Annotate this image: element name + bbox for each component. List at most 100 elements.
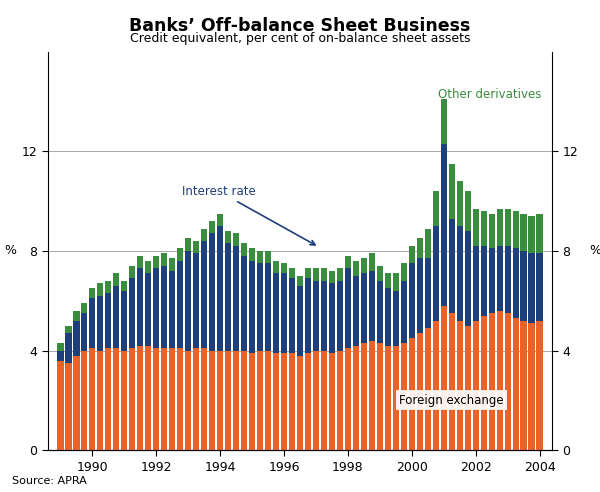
Bar xyxy=(440,144,447,306)
Bar xyxy=(505,209,511,246)
Bar xyxy=(121,281,127,291)
Bar xyxy=(257,263,263,350)
Bar xyxy=(401,281,407,343)
Bar xyxy=(57,361,64,450)
Bar xyxy=(65,363,71,450)
Bar xyxy=(185,251,191,350)
Bar xyxy=(440,306,447,450)
Bar xyxy=(161,348,167,450)
Bar xyxy=(401,263,407,281)
Bar xyxy=(153,348,160,450)
Bar xyxy=(81,303,88,313)
Bar xyxy=(385,274,391,288)
Bar xyxy=(368,340,376,450)
Bar xyxy=(161,253,167,266)
Bar xyxy=(512,248,519,318)
Bar xyxy=(185,350,191,450)
Bar xyxy=(272,274,280,353)
Text: Credit equivalent, per cent of on-balance sheet assets: Credit equivalent, per cent of on-balanc… xyxy=(130,32,470,45)
Text: Banks’ Off-balance Sheet Business: Banks’ Off-balance Sheet Business xyxy=(130,17,470,35)
Bar xyxy=(473,209,479,246)
Bar xyxy=(145,261,151,274)
Bar xyxy=(153,256,160,268)
Bar xyxy=(440,99,447,144)
Bar xyxy=(473,321,479,450)
Bar xyxy=(177,261,184,348)
Bar xyxy=(433,191,439,226)
Bar xyxy=(409,338,415,450)
Bar xyxy=(89,348,95,450)
Bar xyxy=(536,214,543,253)
Bar xyxy=(224,350,232,450)
Bar xyxy=(337,350,343,450)
Bar xyxy=(201,348,208,450)
Bar xyxy=(416,333,423,450)
Bar xyxy=(193,348,199,450)
Bar xyxy=(73,311,80,321)
Bar xyxy=(241,244,247,256)
Bar xyxy=(265,350,271,450)
Bar xyxy=(385,288,391,345)
Bar xyxy=(329,271,335,283)
Bar xyxy=(464,326,471,450)
Bar xyxy=(361,258,367,274)
Bar xyxy=(529,323,535,450)
Bar xyxy=(217,350,223,450)
Bar xyxy=(481,246,487,316)
Bar xyxy=(361,274,367,343)
Bar xyxy=(121,291,127,350)
Bar xyxy=(233,234,239,246)
Bar xyxy=(169,258,175,271)
Bar xyxy=(385,345,391,450)
Bar xyxy=(289,353,295,450)
Bar xyxy=(209,221,215,234)
Bar xyxy=(488,214,495,248)
Bar xyxy=(305,353,311,450)
Bar xyxy=(89,288,95,298)
Bar xyxy=(457,321,463,450)
Bar xyxy=(368,253,376,271)
Bar xyxy=(153,268,160,348)
Bar xyxy=(201,228,208,241)
Bar xyxy=(481,211,487,246)
Bar xyxy=(337,281,343,350)
Bar xyxy=(97,296,103,350)
Bar xyxy=(241,256,247,350)
Bar xyxy=(217,214,223,226)
Bar xyxy=(169,271,175,348)
Bar xyxy=(497,311,503,450)
Bar xyxy=(313,281,319,350)
Bar xyxy=(281,263,287,274)
Bar xyxy=(296,276,304,286)
Bar xyxy=(177,248,184,261)
Bar xyxy=(177,348,184,450)
Bar xyxy=(57,343,64,350)
Y-axis label: %: % xyxy=(589,245,600,257)
Bar xyxy=(185,239,191,251)
Bar xyxy=(512,211,519,248)
Bar xyxy=(289,268,295,278)
Bar xyxy=(401,343,407,450)
Bar xyxy=(105,293,112,348)
Bar xyxy=(305,268,311,278)
Bar xyxy=(272,353,280,450)
Bar xyxy=(320,268,328,281)
Bar xyxy=(488,313,495,450)
Bar xyxy=(289,278,295,353)
Bar xyxy=(377,281,383,343)
Bar xyxy=(425,258,431,328)
Bar xyxy=(536,253,543,321)
Bar xyxy=(464,231,471,326)
Bar xyxy=(272,261,280,274)
Bar xyxy=(169,348,175,450)
Bar xyxy=(313,350,319,450)
Bar xyxy=(224,231,232,244)
Bar xyxy=(353,345,359,450)
Bar xyxy=(361,343,367,450)
Bar xyxy=(344,268,352,348)
Bar xyxy=(97,350,103,450)
Bar xyxy=(248,248,256,261)
Bar xyxy=(329,353,335,450)
Bar xyxy=(248,261,256,353)
Bar xyxy=(193,241,199,253)
